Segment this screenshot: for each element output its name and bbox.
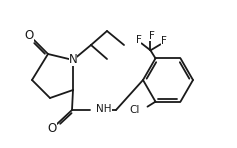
Text: NH: NH: [96, 104, 111, 114]
Text: Cl: Cl: [129, 105, 140, 115]
Text: F: F: [160, 36, 166, 46]
Text: N: N: [69, 53, 77, 66]
Text: F: F: [149, 31, 155, 41]
Text: F: F: [136, 35, 141, 45]
Text: O: O: [24, 29, 34, 41]
Text: O: O: [47, 122, 57, 135]
